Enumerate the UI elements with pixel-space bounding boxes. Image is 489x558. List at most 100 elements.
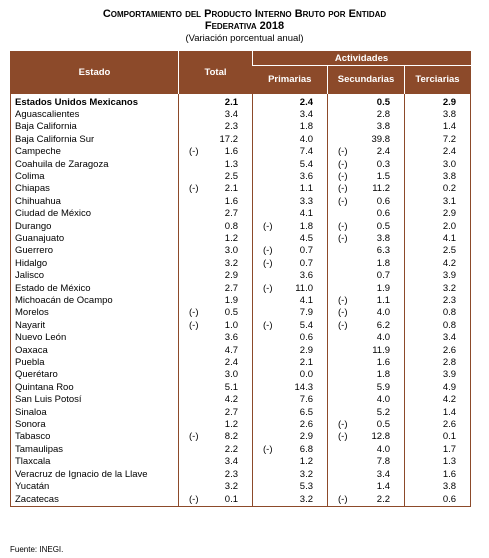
negative-sign: (-)	[189, 493, 199, 505]
state-cell: Baja California Sur	[10, 133, 179, 147]
table-row: Guanajuato 1.2 4.5 (-) 3.8 4.1	[10, 232, 471, 246]
value-cell: 3.8	[403, 170, 471, 184]
value-cell: 1.6	[403, 468, 471, 482]
table-row: Querétaro 3.0 0.0 1.8 3.9	[10, 369, 471, 382]
state-cell: Coahuila de Zaragoza	[10, 158, 179, 171]
value-cell: 3.4	[403, 332, 471, 345]
state-cell: San Luis Potosí	[10, 394, 179, 407]
value: 0.5	[224, 307, 238, 319]
value-cell: 2.1	[178, 93, 253, 109]
state-cell: Colima	[10, 170, 179, 184]
table-row: Sinaloa 2.7 6.5 5.2 1.4	[10, 406, 471, 420]
value-cell: 0.0	[252, 369, 328, 382]
state-cell: Campeche	[10, 146, 179, 159]
table-row: Quintana Roo 5.1 14.3 5.9 4.9	[10, 381, 471, 395]
value-cell: (-) 11.0	[252, 282, 328, 295]
state-cell: Veracruz de Ignacio de la Llave	[10, 468, 179, 482]
table-row: Jalisco 2.9 3.6 0.7 3.9	[10, 270, 471, 283]
value-cell: 1.9	[327, 282, 405, 295]
value-cell: 4.1	[252, 295, 328, 308]
value: 11.0	[295, 282, 313, 294]
value-cell: 4.1	[403, 232, 471, 246]
value: 1.1	[376, 295, 390, 306]
state-cell: Oaxaca	[10, 344, 179, 358]
value-cell: 6.5	[252, 406, 328, 420]
value-cell: 3.2	[178, 481, 253, 494]
value-cell: 2.8	[327, 108, 405, 122]
value: 6.2	[376, 319, 390, 331]
state-cell: Estado de México	[10, 282, 179, 295]
value-cell: 0.8	[178, 220, 253, 233]
negative-sign: (-)	[338, 419, 348, 431]
value-cell: (-) 1.1	[327, 295, 405, 308]
state-cell: Michoacán de Ocampo	[10, 295, 179, 308]
value-cell: (-) 0.7	[252, 257, 328, 271]
value-cell: (-) 0.1	[178, 493, 253, 507]
value-cell: 4.1	[252, 208, 328, 221]
value: 1.5	[376, 170, 390, 182]
table-row: Durango 0.8 (-) 1.8 (-) 0.5 2.0	[10, 220, 471, 233]
table-row: Baja California Sur 17.2 4.0 39.8 7.2	[10, 133, 471, 147]
table-row: Baja California 2.3 1.8 3.8 1.4	[10, 121, 471, 134]
value-cell: (-) 0.6	[327, 195, 405, 209]
value-cell: 14.3	[252, 381, 328, 395]
value-cell: 1.8	[252, 121, 328, 134]
value-cell: 7.2	[403, 133, 471, 147]
value-cell: 1.9	[178, 295, 253, 308]
header-cell: Estado	[10, 51, 179, 94]
value: 1.0	[224, 319, 238, 331]
state-cell: Yucatán	[10, 481, 179, 494]
value-cell: 3.8	[403, 481, 471, 494]
value-cell: 5.3	[252, 481, 328, 494]
value-cell: 3.0	[403, 158, 471, 171]
value-cell: 0.6	[403, 493, 471, 507]
state-cell: Morelos	[10, 307, 179, 320]
title: Comportamiento del Producto Interno Brut…	[0, 8, 489, 32]
value-cell: 1.8	[327, 257, 405, 271]
table-row: Estado de México 2.7 (-) 11.0 1.9 3.2	[10, 282, 471, 295]
value-cell: 7.9	[252, 307, 328, 320]
state-cell: Nuevo León	[10, 332, 179, 345]
value-cell: 2.5	[403, 245, 471, 258]
value-cell: 3.9	[403, 270, 471, 283]
table-row: Hidalgo 3.2 (-) 0.7 1.8 4.2	[10, 257, 471, 271]
value: 0.3	[376, 158, 390, 170]
value-cell: (-) 12.8	[327, 431, 405, 444]
negative-sign: (-)	[338, 183, 348, 195]
value-cell: 2.1	[252, 357, 328, 370]
value-cell: 0.6	[252, 332, 328, 345]
header-cell: Terciarias	[403, 65, 471, 94]
value-cell: 1.6	[178, 195, 253, 209]
table-row: Guerrero 3.0 (-) 0.7 6.3 2.5	[10, 245, 471, 258]
value: 2.1	[224, 183, 238, 195]
value-cell: 2.9	[178, 270, 253, 283]
value: 1.8	[299, 220, 313, 232]
value: 5.4	[299, 319, 313, 331]
value-cell: 3.0	[178, 369, 253, 382]
state-cell: Guanajuato	[10, 232, 179, 246]
table-row: Nayarit (-) 1.0 (-) 5.4 (-) 6.2 0.8	[10, 319, 471, 333]
value: 0.5	[376, 220, 390, 232]
value-cell: 0.2	[403, 183, 471, 196]
header-cell: Primarias	[252, 65, 328, 94]
state-cell: Tlaxcala	[10, 456, 179, 469]
table-row: Morelos (-) 0.5 7.9 (-) 4.0 0.8	[10, 307, 471, 320]
value: 2.4	[376, 146, 390, 158]
state-cell: Quintana Roo	[10, 381, 179, 395]
value-cell: 1.4	[403, 121, 471, 134]
value-cell: (-) 1.0	[178, 319, 253, 333]
value-cell: 0.8	[403, 307, 471, 320]
value-cell: 3.1	[403, 195, 471, 209]
state-cell: Aguascalientes	[10, 108, 179, 122]
value: 2.2	[376, 493, 390, 505]
table-row: Chihuahua 1.6 3.3 (-) 0.6 3.1	[10, 195, 471, 209]
value-cell: 3.0	[178, 245, 253, 258]
negative-sign: (-)	[263, 220, 273, 232]
value-cell: 3.4	[178, 108, 253, 122]
negative-sign: (-)	[338, 307, 348, 319]
value-cell: 2.0	[403, 220, 471, 233]
value-cell: 3.2	[403, 282, 471, 295]
value-cell: 4.0	[327, 332, 405, 345]
value-cell: 17.2	[178, 133, 253, 147]
value-cell: 2.7	[178, 208, 253, 221]
